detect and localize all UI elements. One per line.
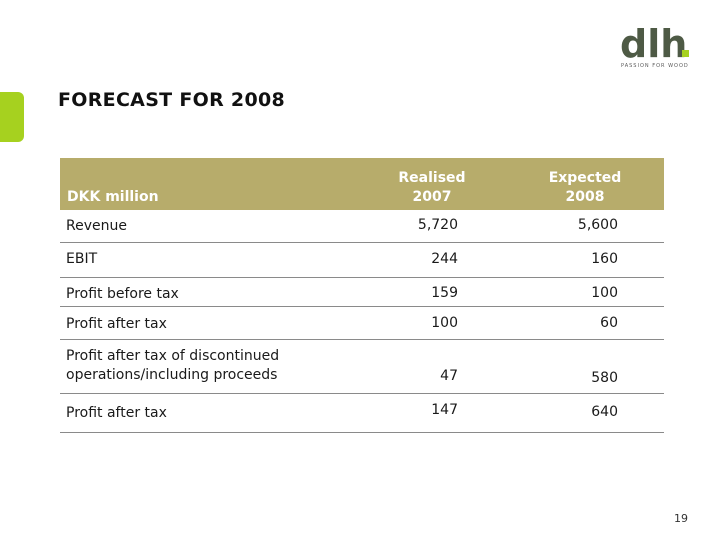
row-label: Profit after tax (66, 405, 167, 421)
row-label: Profit before tax (66, 286, 179, 302)
table-header: DKK million Realised 2007 Expected 2008 (60, 158, 664, 210)
row-label: Profit after tax of discontinued operati… (66, 347, 279, 385)
table-row-profit-before-tax: Profit before tax 159 100 (60, 278, 664, 307)
row-label: Revenue (66, 218, 127, 234)
header-realised: Realised 2007 (372, 169, 492, 207)
row-expected: 5,600 (577, 217, 618, 233)
header-realised-line1: Realised (398, 170, 466, 186)
table-row-profit-after-tax: Profit after tax 100 60 (60, 307, 664, 340)
row-realised: 100 (431, 315, 458, 331)
row-label-line2: operations/including proceeds (66, 367, 278, 383)
row-label: Profit after tax (66, 316, 167, 332)
table-row-discontinued: Profit after tax of discontinued operati… (60, 340, 664, 394)
header-realised-line2: 2007 (412, 189, 452, 205)
logo-wordmark: dlh (620, 26, 687, 62)
row-expected: 160 (591, 251, 618, 267)
table-row-revenue: Revenue 5,720 5,600 (60, 210, 664, 243)
row-realised: 5,720 (417, 217, 458, 233)
row-expected: 100 (591, 285, 618, 301)
row-realised: 159 (431, 285, 458, 301)
row-expected: 640 (591, 404, 618, 420)
dlh-logo-mark: dlh (620, 26, 689, 62)
logo-dot (682, 50, 689, 57)
dlh-logo: dlh PASSION FOR WOOD (620, 26, 690, 74)
page-number: 19 (674, 512, 688, 525)
row-label-line1: Profit after tax of discontinued (66, 348, 280, 364)
forecast-table: DKK million Realised 2007 Expected 2008 … (60, 158, 664, 433)
row-realised: 147 (431, 402, 458, 418)
row-realised: 244 (431, 251, 458, 267)
page-title: FORECAST FOR 2008 (58, 89, 286, 111)
logo-tagline: PASSION FOR WOOD (621, 63, 689, 69)
accent-bar (0, 92, 24, 142)
table-row-ebit: EBIT 244 160 (60, 243, 664, 278)
row-realised: 47 (440, 368, 458, 384)
row-expected: 60 (600, 315, 618, 331)
header-expected: Expected 2008 (525, 169, 645, 207)
header-label: DKK million (67, 189, 159, 205)
header-expected-line2: 2008 (565, 189, 605, 205)
row-label: EBIT (66, 251, 98, 267)
row-expected: 580 (591, 370, 618, 386)
header-expected-line1: Expected (548, 170, 622, 186)
table-row-profit-after-tax-total: Profit after tax 147 640 (60, 394, 664, 433)
